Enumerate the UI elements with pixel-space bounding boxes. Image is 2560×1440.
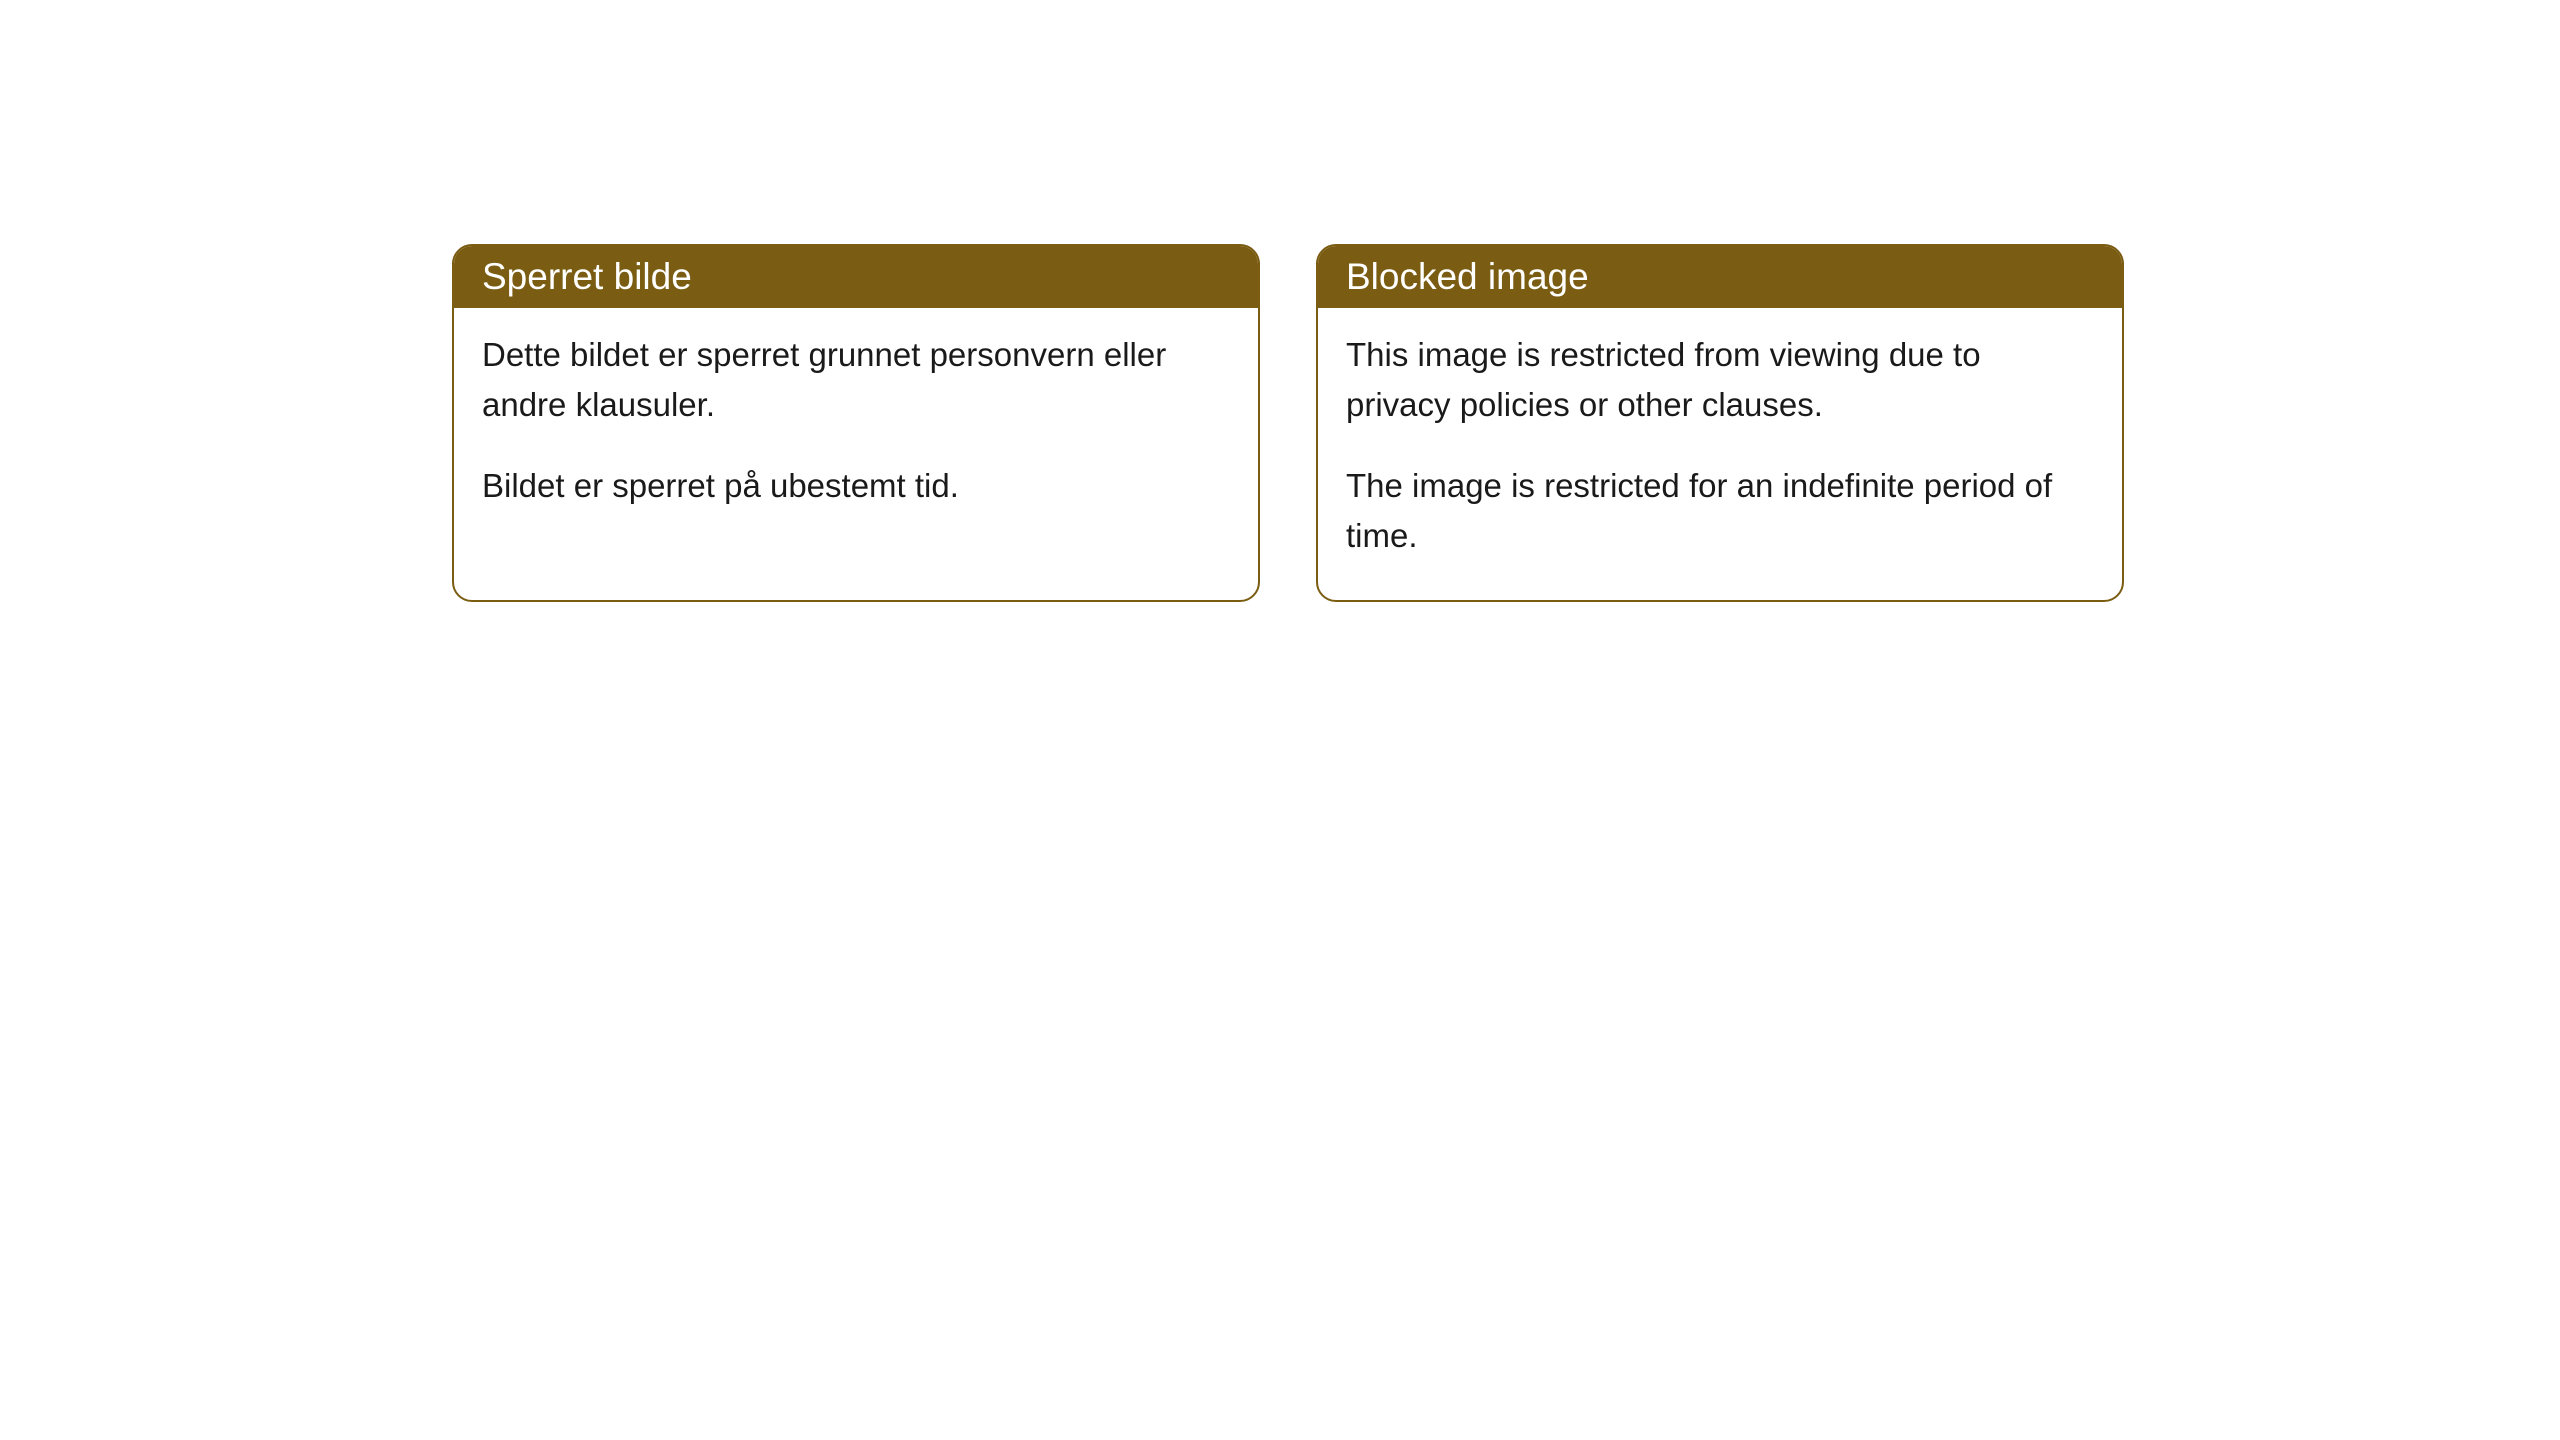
notice-text-2: The image is restricted for an indefinit… — [1346, 461, 2094, 560]
card-title: Sperret bilde — [482, 256, 692, 297]
card-body: Dette bildet er sperret grunnet personve… — [454, 308, 1258, 551]
notice-card-english: Blocked image This image is restricted f… — [1316, 244, 2124, 602]
notice-text-2: Bildet er sperret på ubestemt tid. — [482, 461, 1230, 511]
notice-card-norwegian: Sperret bilde Dette bildet er sperret gr… — [452, 244, 1260, 602]
card-header: Blocked image — [1318, 246, 2122, 308]
card-body: This image is restricted from viewing du… — [1318, 308, 2122, 600]
card-header: Sperret bilde — [454, 246, 1258, 308]
notice-text-1: Dette bildet er sperret grunnet personve… — [482, 330, 1230, 429]
notice-text-1: This image is restricted from viewing du… — [1346, 330, 2094, 429]
card-title: Blocked image — [1346, 256, 1589, 297]
notice-container: Sperret bilde Dette bildet er sperret gr… — [0, 0, 2560, 602]
